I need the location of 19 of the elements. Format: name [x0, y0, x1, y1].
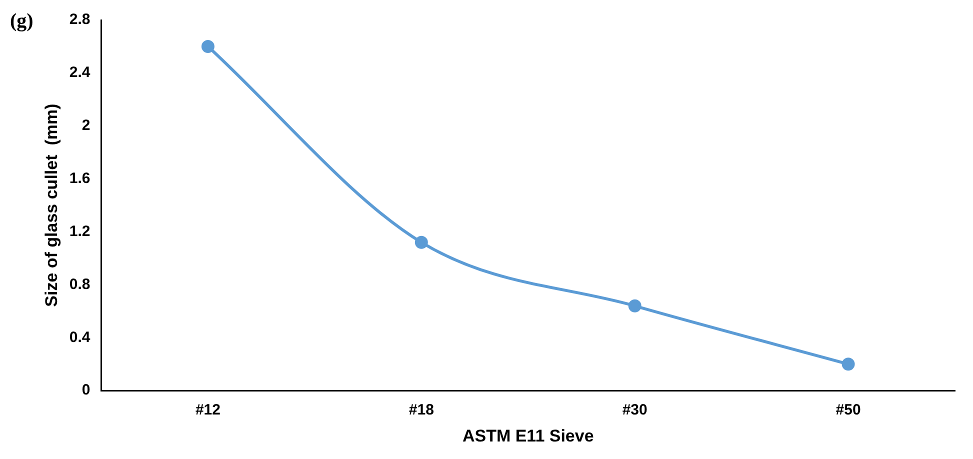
point: [628, 299, 642, 312]
y-tick-label: 2.4: [69, 64, 91, 82]
y-tick-label: 0: [82, 382, 90, 399]
y-axis-title: Size of glass cullet (mm): [42, 104, 61, 307]
y-tick-label: 1.6: [69, 170, 90, 187]
x-tick-label: #18: [408, 402, 434, 419]
point: [414, 236, 428, 249]
text: (g): [10, 10, 34, 32]
y-tick-label: 0.4: [69, 328, 91, 346]
point: [842, 358, 855, 371]
x-tick-label: #30: [622, 402, 648, 419]
point: [201, 40, 214, 53]
y-tick-label: 0.8: [69, 276, 90, 293]
y-tick-label: 2: [82, 117, 90, 134]
x-axis-title: ASTM E11 Sieve: [462, 426, 594, 446]
y-tick-label: 1.2: [69, 222, 90, 240]
x-tick-label: #12: [195, 402, 220, 419]
y-tick-label: 2.8: [69, 11, 90, 28]
x-tick-label: #50: [836, 402, 861, 419]
